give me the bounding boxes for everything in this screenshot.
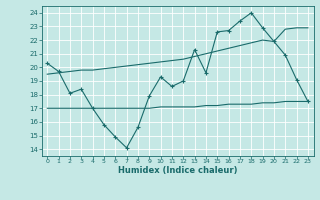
X-axis label: Humidex (Indice chaleur): Humidex (Indice chaleur) <box>118 166 237 175</box>
